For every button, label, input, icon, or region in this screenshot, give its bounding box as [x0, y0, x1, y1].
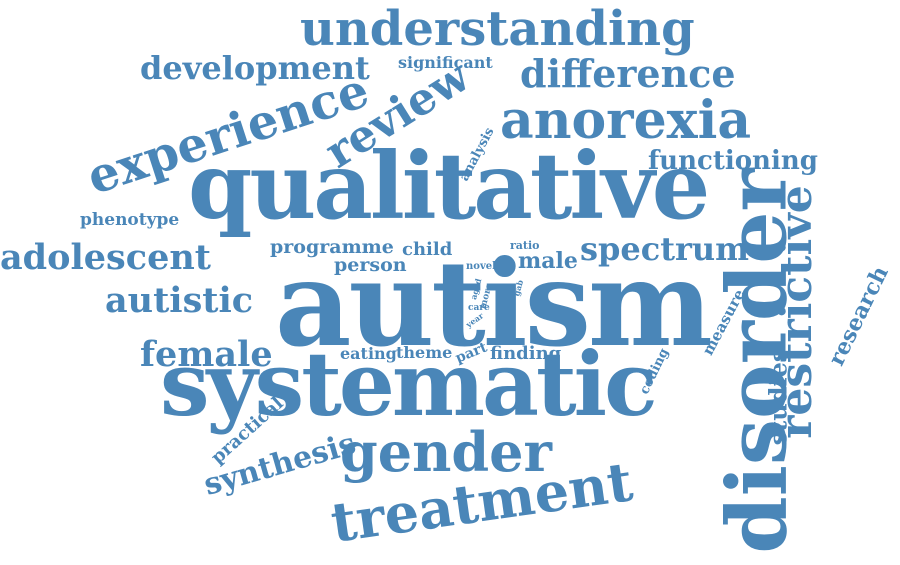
word-gender: gender: [340, 420, 552, 484]
word-research: research: [823, 262, 894, 370]
word-spectrum: spectrum: [580, 230, 749, 268]
word-systematic: systematic: [160, 332, 658, 436]
word-functioning: functioning: [648, 146, 818, 176]
word-autism: autism: [275, 234, 713, 373]
word-eating: eating: [340, 344, 397, 363]
word-difference: difference: [520, 51, 736, 96]
word-female: female: [140, 334, 273, 375]
word-theme: theme: [396, 343, 453, 362]
word-finding: finding: [490, 343, 562, 364]
word-programme: programme: [270, 236, 394, 258]
word-development: development: [140, 49, 370, 87]
word-male: male: [518, 248, 578, 274]
word-understanding: understanding: [300, 1, 695, 57]
word-significant: significant: [398, 53, 493, 72]
word-ratio: ratio: [510, 239, 540, 252]
word-qualitative: qualitative: [188, 132, 710, 240]
word-child: child: [402, 239, 453, 260]
word-autistic: autistic: [105, 280, 254, 321]
word-novel: novel: [466, 261, 496, 272]
word-phenotype: phenotype: [80, 210, 180, 230]
word-adolescent: adolescent: [0, 237, 211, 278]
word-anorexia: anorexia: [500, 90, 752, 151]
word-person: person: [334, 254, 407, 276]
word-care: care: [468, 303, 490, 313]
word-studies: studies: [763, 348, 793, 446]
